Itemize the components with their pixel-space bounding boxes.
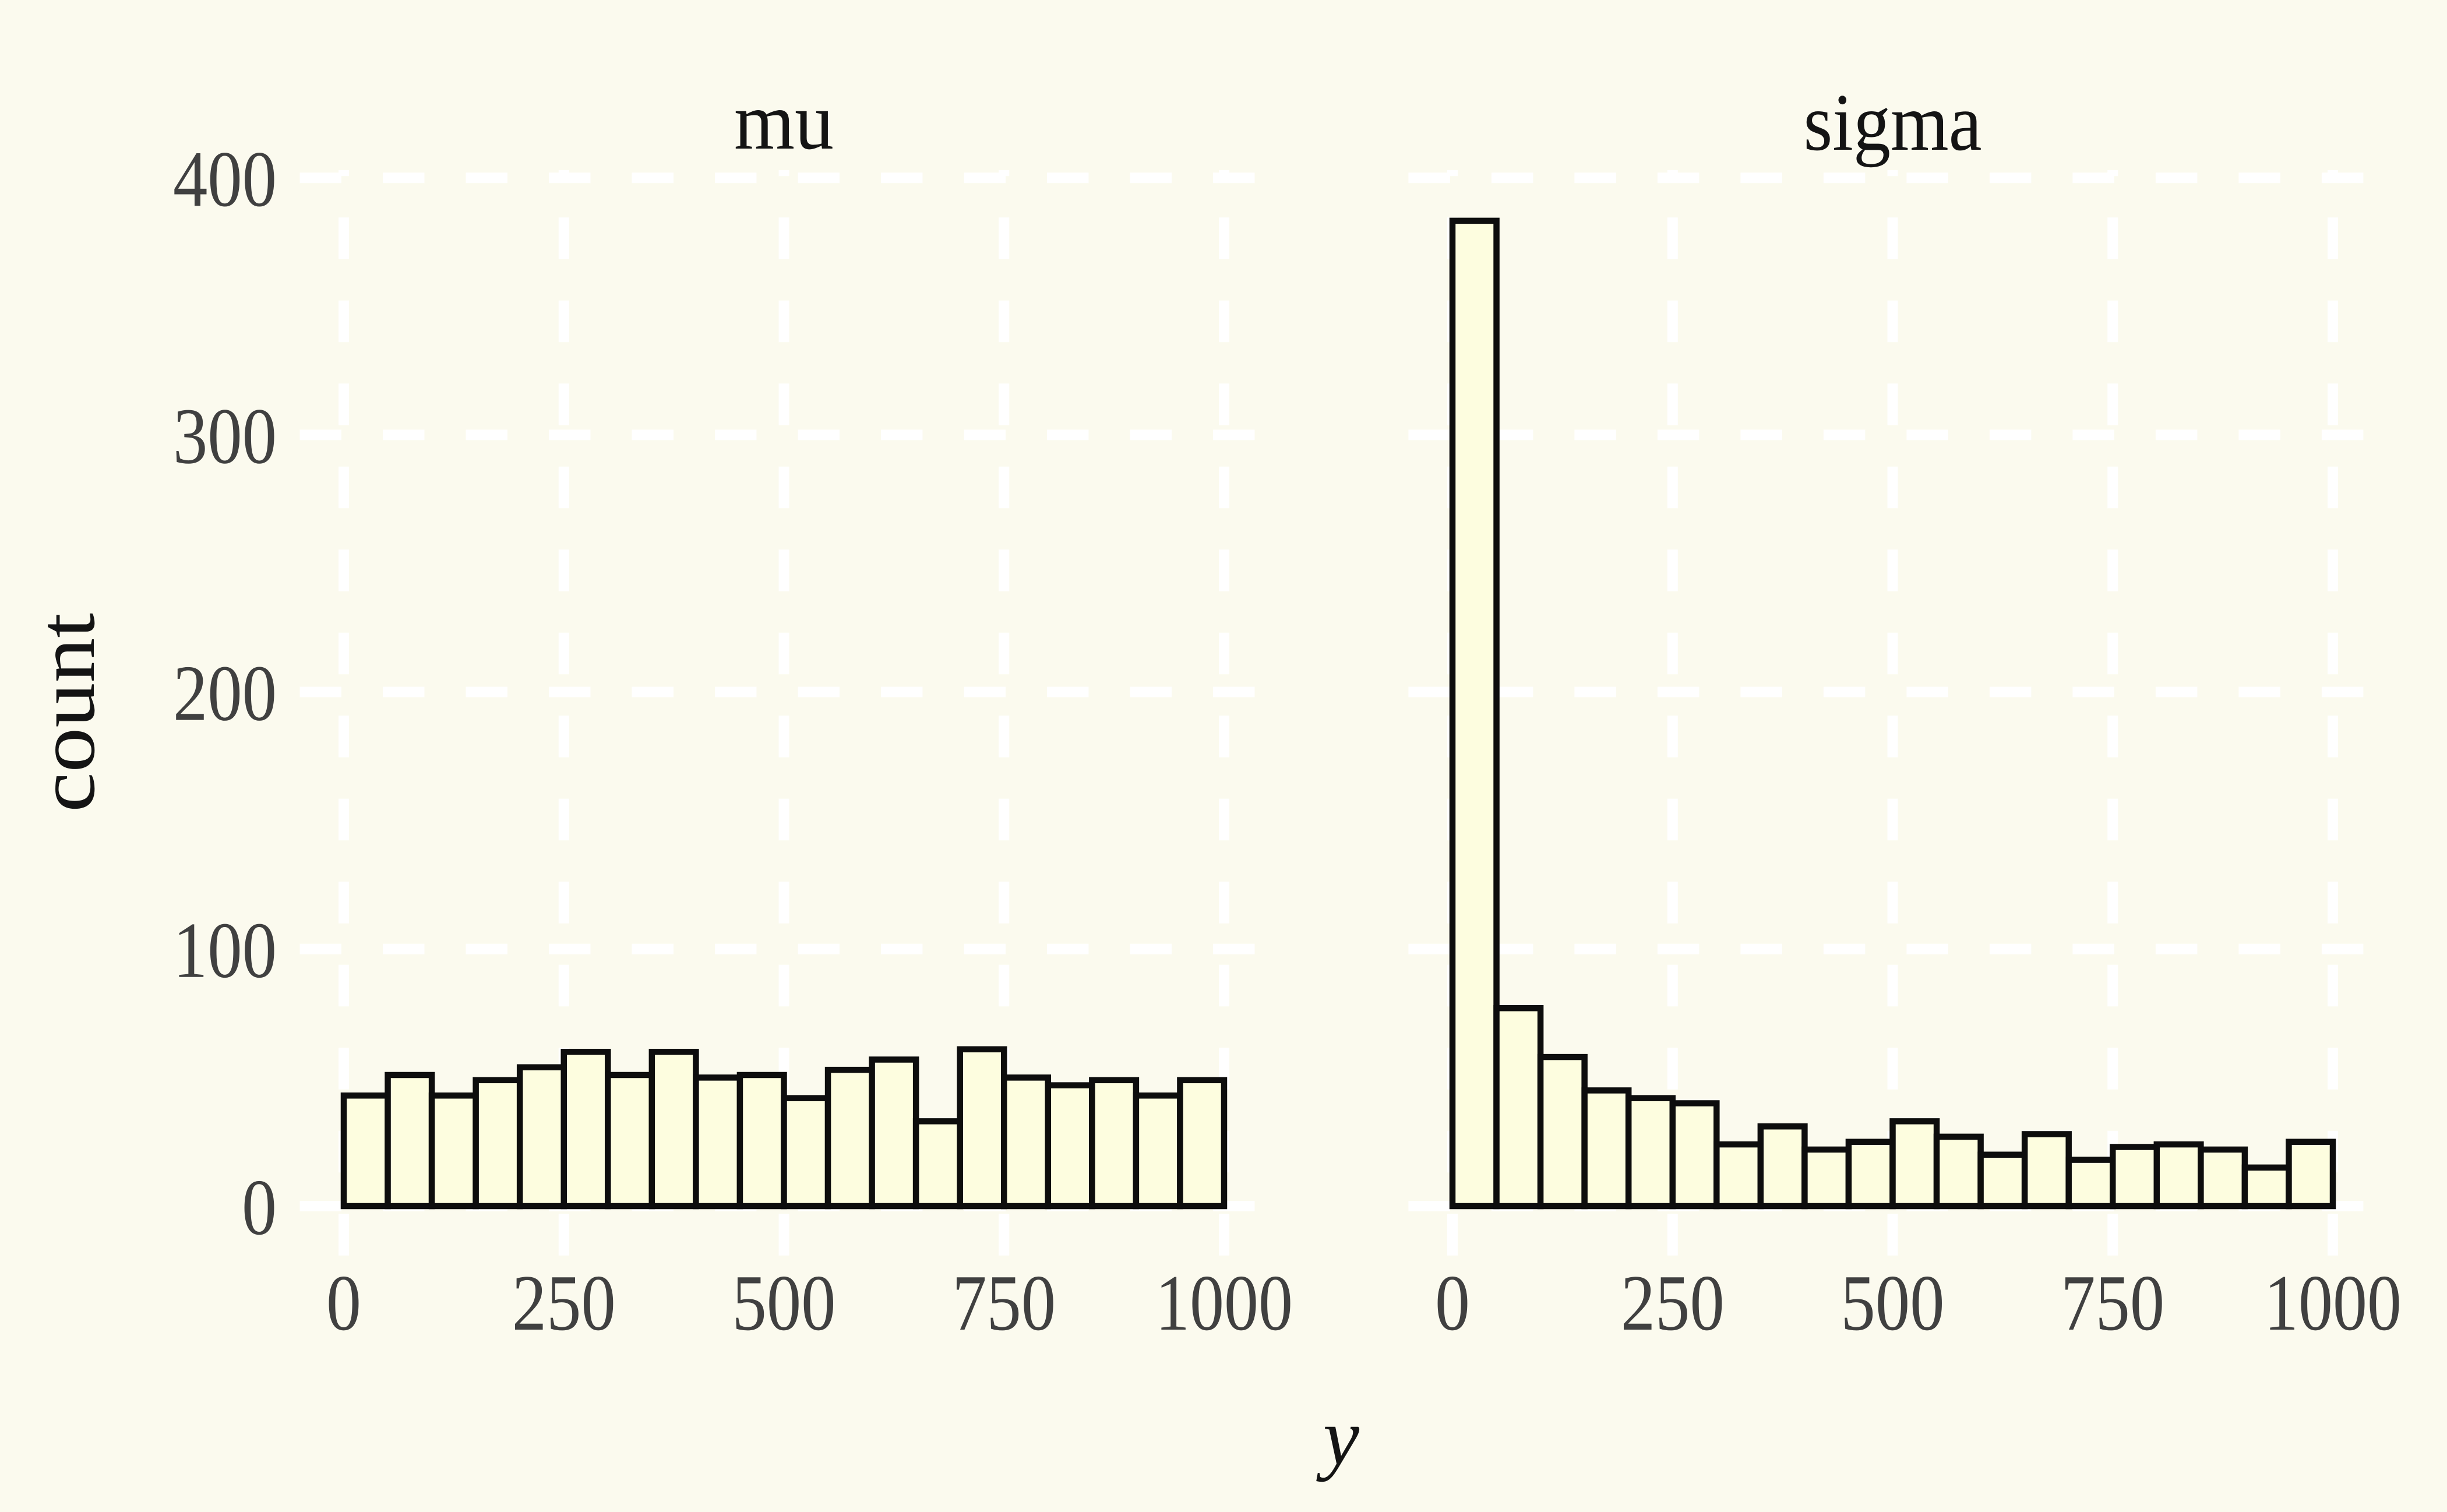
svg-text:400: 400 (173, 135, 277, 223)
svg-text:100: 100 (173, 906, 277, 995)
svg-text:500: 500 (1841, 1259, 1945, 1347)
svg-text:500: 500 (732, 1259, 836, 1347)
svg-text:0: 0 (242, 1163, 277, 1252)
svg-text:250: 250 (1621, 1259, 1725, 1347)
svg-text:750: 750 (952, 1259, 1056, 1347)
svg-text:sigma: sigma (1804, 77, 1982, 168)
svg-text:0: 0 (1435, 1259, 1470, 1347)
svg-text:1000: 1000 (1155, 1259, 1293, 1347)
svg-text:y: y (1316, 1392, 1360, 1482)
svg-text:200: 200 (173, 649, 277, 738)
svg-text:250: 250 (512, 1259, 616, 1347)
svg-text:mu: mu (734, 76, 834, 167)
svg-text:0: 0 (326, 1259, 361, 1347)
svg-text:count: count (22, 613, 112, 812)
svg-text:300: 300 (173, 392, 277, 480)
svg-text:750: 750 (2061, 1259, 2164, 1347)
svg-text:1000: 1000 (2264, 1259, 2402, 1347)
